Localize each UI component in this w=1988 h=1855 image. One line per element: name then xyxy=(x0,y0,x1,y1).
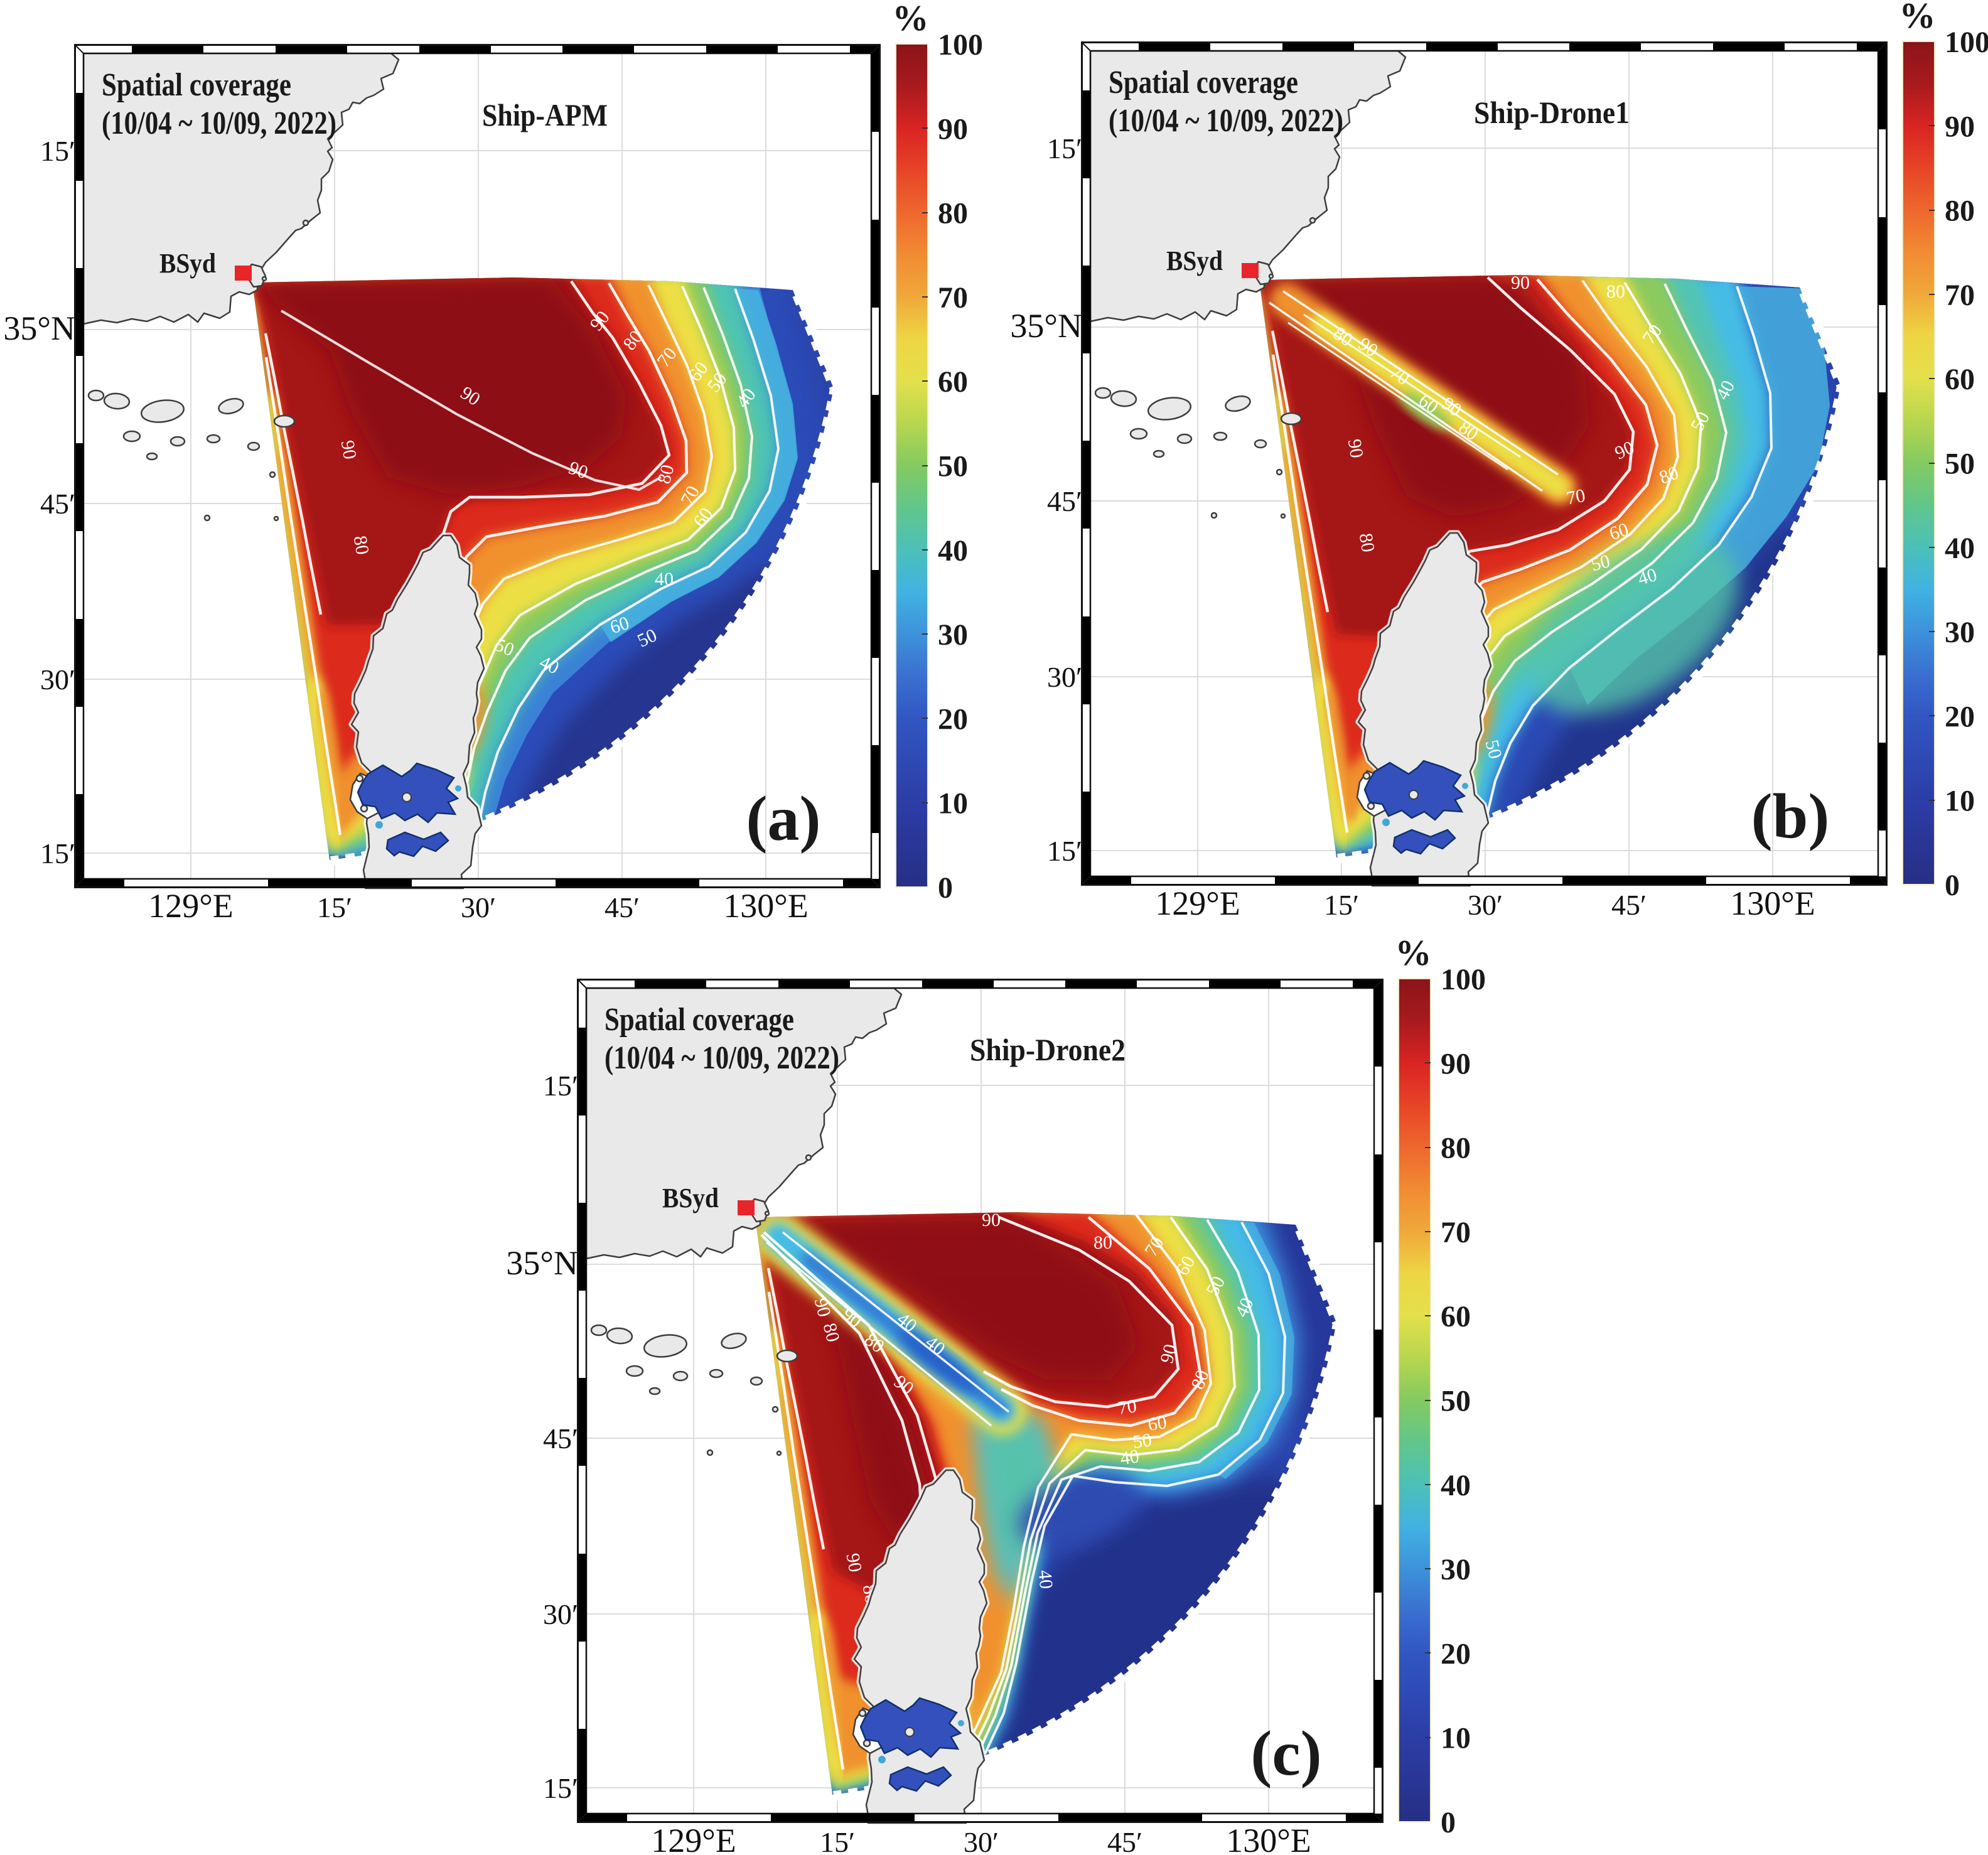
svg-text:15′: 15′ xyxy=(543,1772,578,1804)
svg-text:50: 50 xyxy=(1132,1429,1153,1453)
svg-text:129°E: 129°E xyxy=(148,887,234,925)
svg-text:35°N: 35°N xyxy=(1010,307,1082,345)
svg-text:Ship-Drone1: Ship-Drone1 xyxy=(1474,95,1630,130)
svg-text:15′: 15′ xyxy=(40,837,75,869)
svg-text:Spatial coverage: Spatial coverage xyxy=(604,1002,794,1038)
svg-text:45′: 45′ xyxy=(543,1422,578,1454)
svg-text:70: 70 xyxy=(938,281,968,315)
svg-text:100: 100 xyxy=(938,28,983,62)
svg-text:70: 70 xyxy=(1117,1395,1138,1419)
svg-text:(10/04 ~ 10/09, 2022): (10/04 ~ 10/09, 2022) xyxy=(604,1040,839,1076)
svg-text:90: 90 xyxy=(1945,110,1975,143)
svg-text:40: 40 xyxy=(1119,1446,1141,1469)
svg-text:50: 50 xyxy=(1945,448,1975,481)
svg-text:15′: 15′ xyxy=(1047,132,1082,164)
svg-text:(c): (c) xyxy=(1250,1718,1321,1789)
svg-text:(10/04 ~ 10/09, 2022): (10/04 ~ 10/09, 2022) xyxy=(1109,103,1343,139)
svg-text:BSyd: BSyd xyxy=(1166,245,1223,276)
svg-text:129°E: 129°E xyxy=(1155,884,1240,922)
svg-text:%: % xyxy=(1395,932,1432,973)
svg-text:70: 70 xyxy=(1565,485,1587,509)
svg-text:90: 90 xyxy=(337,439,360,461)
svg-text:%: % xyxy=(1899,0,1936,36)
svg-text:Ship-APM: Ship-APM xyxy=(482,97,608,132)
svg-text:(10/04 ~ 10/09, 2022): (10/04 ~ 10/09, 2022) xyxy=(102,105,336,141)
svg-text:40: 40 xyxy=(1034,1569,1056,1590)
svg-text:30′: 30′ xyxy=(40,664,75,696)
svg-text:10: 10 xyxy=(938,787,968,820)
svg-text:45′: 45′ xyxy=(1047,485,1082,517)
svg-text:90: 90 xyxy=(1511,272,1530,293)
svg-text:60: 60 xyxy=(1441,1300,1471,1333)
svg-text:Spatial coverage: Spatial coverage xyxy=(102,67,291,103)
svg-text:15′: 15′ xyxy=(1324,889,1359,921)
svg-text:20: 20 xyxy=(938,702,968,736)
svg-text:90: 90 xyxy=(842,1552,866,1574)
svg-text:90: 90 xyxy=(938,112,968,146)
svg-text:15′: 15′ xyxy=(40,135,75,167)
svg-text:(b): (b) xyxy=(1751,781,1830,852)
svg-text:%: % xyxy=(893,0,929,38)
svg-text:40: 40 xyxy=(938,534,968,567)
svg-text:0: 0 xyxy=(1945,869,1960,902)
svg-text:130°E: 130°E xyxy=(723,887,809,925)
svg-text:80: 80 xyxy=(350,534,373,556)
svg-text:30′: 30′ xyxy=(461,891,496,923)
svg-text:30: 30 xyxy=(1945,616,1975,649)
svg-text:40: 40 xyxy=(1441,1469,1471,1502)
svg-text:80: 80 xyxy=(1355,532,1378,554)
svg-text:45′: 45′ xyxy=(1611,889,1647,921)
svg-text:30: 30 xyxy=(1441,1553,1471,1586)
svg-text:80: 80 xyxy=(1441,1132,1471,1165)
svg-text:35°N: 35°N xyxy=(3,309,75,347)
svg-text:60: 60 xyxy=(938,365,968,399)
svg-text:15′: 15′ xyxy=(317,891,352,923)
svg-text:20: 20 xyxy=(1945,700,1975,733)
svg-text:50: 50 xyxy=(938,450,968,483)
svg-text:30′: 30′ xyxy=(1047,661,1082,693)
svg-text:30′: 30′ xyxy=(543,1598,578,1630)
svg-text:45′: 45′ xyxy=(40,488,75,520)
svg-text:30′: 30′ xyxy=(1468,889,1503,921)
svg-text:15′: 15′ xyxy=(543,1070,578,1102)
svg-text:130°E: 130°E xyxy=(1730,884,1815,922)
svg-text:70: 70 xyxy=(1945,279,1975,312)
svg-text:80: 80 xyxy=(1093,1232,1112,1253)
svg-text:40: 40 xyxy=(1945,532,1975,565)
svg-text:60: 60 xyxy=(1147,1412,1168,1435)
svg-text:(a): (a) xyxy=(746,783,821,854)
svg-text:130°E: 130°E xyxy=(1226,1822,1311,1855)
svg-text:0: 0 xyxy=(938,871,953,905)
svg-text:80: 80 xyxy=(1945,195,1975,228)
svg-text:15′: 15′ xyxy=(820,1826,855,1855)
svg-text:80: 80 xyxy=(1606,281,1625,302)
svg-text:90: 90 xyxy=(1441,1047,1471,1080)
svg-text:BSyd: BSyd xyxy=(159,248,216,279)
svg-text:129°E: 129°E xyxy=(651,1822,736,1855)
svg-text:70: 70 xyxy=(1441,1216,1471,1249)
svg-text:50: 50 xyxy=(1441,1385,1471,1418)
svg-text:0: 0 xyxy=(1441,1806,1456,1839)
svg-text:20: 20 xyxy=(1441,1637,1471,1670)
svg-text:80: 80 xyxy=(938,197,968,230)
svg-text:Ship-Drone2: Ship-Drone2 xyxy=(970,1032,1126,1067)
svg-text:10: 10 xyxy=(1945,785,1975,818)
svg-text:60: 60 xyxy=(1945,363,1975,396)
svg-text:90: 90 xyxy=(1344,438,1367,460)
svg-text:45′: 45′ xyxy=(1107,1826,1142,1855)
svg-text:BSyd: BSyd xyxy=(662,1183,719,1213)
svg-text:35°N: 35°N xyxy=(506,1244,578,1282)
svg-text:15′: 15′ xyxy=(1047,835,1082,867)
svg-text:100: 100 xyxy=(1441,963,1486,996)
svg-text:Spatial coverage: Spatial coverage xyxy=(1109,65,1298,100)
svg-text:30′: 30′ xyxy=(964,1826,999,1855)
svg-text:40: 40 xyxy=(655,569,674,589)
svg-text:10: 10 xyxy=(1441,1722,1471,1755)
svg-text:100: 100 xyxy=(1945,26,1988,59)
svg-text:45′: 45′ xyxy=(604,891,640,923)
svg-text:30: 30 xyxy=(938,618,968,652)
svg-text:90: 90 xyxy=(982,1210,1001,1230)
